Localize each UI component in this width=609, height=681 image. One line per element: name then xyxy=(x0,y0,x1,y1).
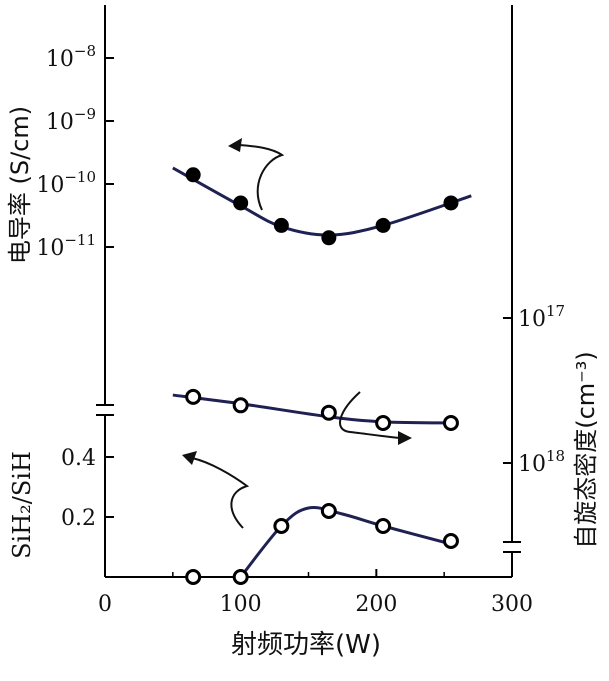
y-tick-label: 10−9 xyxy=(46,105,96,135)
y-axis-label-spin-density: 自旋态密度(cm⁻³) xyxy=(572,351,600,549)
x-tick-label: 200 xyxy=(355,592,397,617)
x-axis-label: 射频功率(W) xyxy=(231,630,381,660)
y-tick-label: 1018 xyxy=(518,447,565,477)
conductivity-axis-arrow xyxy=(237,144,285,211)
sih2-ratio-curve xyxy=(239,506,452,578)
x-tick-label: 100 xyxy=(220,592,262,617)
conductivity-point xyxy=(375,217,391,233)
markers xyxy=(185,167,459,585)
plot-frame xyxy=(96,5,521,578)
conductivity-point xyxy=(185,167,201,183)
sih2-arrow-head xyxy=(182,451,197,465)
sih2-axis-arrow xyxy=(191,457,250,529)
spin-density-point xyxy=(375,415,392,432)
spin-density-point xyxy=(232,397,249,414)
y-tick-label: 0.2 xyxy=(61,506,96,531)
sih2-ratio-point xyxy=(185,569,202,585)
y-tick-label-exponent: −11 xyxy=(64,231,96,249)
x-tick-label: 300 xyxy=(491,592,533,617)
y-tick-label: 10−11 xyxy=(36,231,96,261)
y-tick-label-exponent: −9 xyxy=(74,105,96,123)
sih2-ratio-point xyxy=(232,569,249,585)
y-tick-label-exponent: 17 xyxy=(546,302,565,320)
conductivity-point xyxy=(233,195,249,211)
conductivity-point xyxy=(273,217,289,233)
spin-density-point xyxy=(320,404,337,421)
sih2-ratio-point xyxy=(442,533,459,549)
spin-density-point xyxy=(442,415,459,432)
sih2-ratio-point xyxy=(273,518,290,534)
conductivity-curve xyxy=(172,166,472,237)
tick-labels: 0 100 200 300 10−8 10−9 10−10 10−11 1017 1018 0.4 0… xyxy=(36,42,565,617)
y-tick-label-exponent: 18 xyxy=(546,447,565,465)
spin-arrow-head xyxy=(398,431,412,445)
y-tick-label-exponent: −10 xyxy=(64,168,96,186)
y-axis-label-sih2-ratio: SiH₂/SiH xyxy=(8,451,36,559)
sih2-ratio-point xyxy=(375,518,392,534)
curves xyxy=(172,166,472,578)
y-axis-label-conductivity: 电导率 (S/cm) xyxy=(6,106,34,264)
y-tick-label: 1017 xyxy=(518,302,565,332)
arrows xyxy=(182,138,412,529)
conductivity-point xyxy=(321,230,337,246)
y-tick-label-exponent: −8 xyxy=(74,42,96,60)
conductivity-point xyxy=(443,195,459,211)
spin-axis-arrow xyxy=(339,391,401,439)
y-tick-label: 0.4 xyxy=(61,446,96,471)
spin-density-curve xyxy=(172,393,458,425)
sih2-ratio-point xyxy=(320,503,337,519)
y-tick-label: 10−10 xyxy=(36,168,96,198)
ticks xyxy=(104,57,513,577)
y-tick-label: 10−8 xyxy=(46,42,96,72)
x-tick-label: 0 xyxy=(98,592,112,617)
conductivity-arrow-head xyxy=(228,138,242,152)
spin-density-point xyxy=(185,388,202,405)
